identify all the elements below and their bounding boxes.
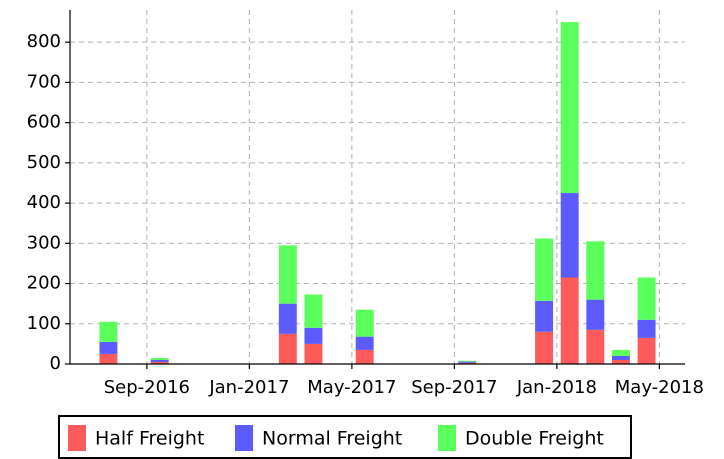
bar-segment: [611, 355, 630, 360]
bar-segment: [535, 238, 554, 301]
y-tick-label: 700: [27, 71, 61, 92]
bars: [99, 22, 656, 364]
bar-segment: [304, 343, 323, 364]
bar-segment: [458, 361, 477, 363]
y-tick-label: 200: [27, 273, 61, 294]
bar-segment: [150, 357, 169, 360]
bar-segment: [355, 309, 374, 337]
y-tick-label: 300: [27, 232, 61, 253]
grid: [70, 10, 685, 365]
bar-segment: [278, 333, 297, 364]
bar-segment: [99, 353, 118, 364]
x-tick-label: Jan-2017: [208, 377, 289, 398]
bar-segment: [150, 361, 169, 364]
bar-segment: [99, 341, 118, 354]
x-tick-label: Sep-2017: [411, 377, 497, 398]
bar-segment: [586, 299, 605, 330]
bar-segment: [355, 349, 374, 364]
bar-segment: [304, 327, 323, 344]
bar-segment: [560, 277, 579, 364]
y-tick-label: 0: [50, 353, 61, 374]
x-tick-label: Sep-2016: [104, 377, 190, 398]
legend-box: [58, 415, 632, 459]
bar-segment: [560, 22, 579, 194]
legend-swatch: [438, 425, 456, 451]
bar-segment: [637, 277, 656, 320]
legend: Half Freight Normal Freight Double Freight: [58, 415, 632, 459]
bar-segment: [278, 245, 297, 304]
bar-segment: [355, 336, 374, 350]
legend-label: Normal Freight: [262, 428, 402, 450]
x-tick-label: May-2017: [307, 377, 396, 398]
bar-segment: [586, 241, 605, 300]
y-tick-label: 800: [27, 31, 61, 52]
bar-segment: [611, 349, 630, 356]
bar-segment: [458, 360, 477, 362]
x-tick-label: Jan-2018: [516, 377, 597, 398]
legend-swatch: [235, 425, 253, 451]
y-tick-label: 500: [27, 152, 61, 173]
bar-segment: [458, 362, 477, 364]
bar-segment: [99, 321, 118, 342]
bar-segment: [586, 329, 605, 364]
bar-segment: [560, 193, 579, 278]
x-tick-label: May-2018: [615, 377, 704, 398]
bar-segment: [150, 359, 169, 362]
bar-segment: [535, 331, 554, 364]
bar-segment: [637, 337, 656, 364]
legend-swatch: [68, 425, 86, 451]
legend-label: Half Freight: [95, 428, 204, 450]
bar-segment: [611, 359, 630, 364]
bar-segment: [535, 300, 554, 332]
y-tick-label: 400: [27, 192, 61, 213]
y-tick-label: 100: [27, 313, 61, 334]
bar-segment: [637, 319, 656, 338]
axes: 0 100 200 300 400 500 600 700 800 Sep-2016 Jan-201…: [27, 10, 704, 398]
bar-segment: [304, 294, 323, 328]
legend-label: Double Freight: [465, 428, 604, 450]
y-tick-label: 600: [27, 112, 61, 133]
bar-segment: [278, 303, 297, 334]
